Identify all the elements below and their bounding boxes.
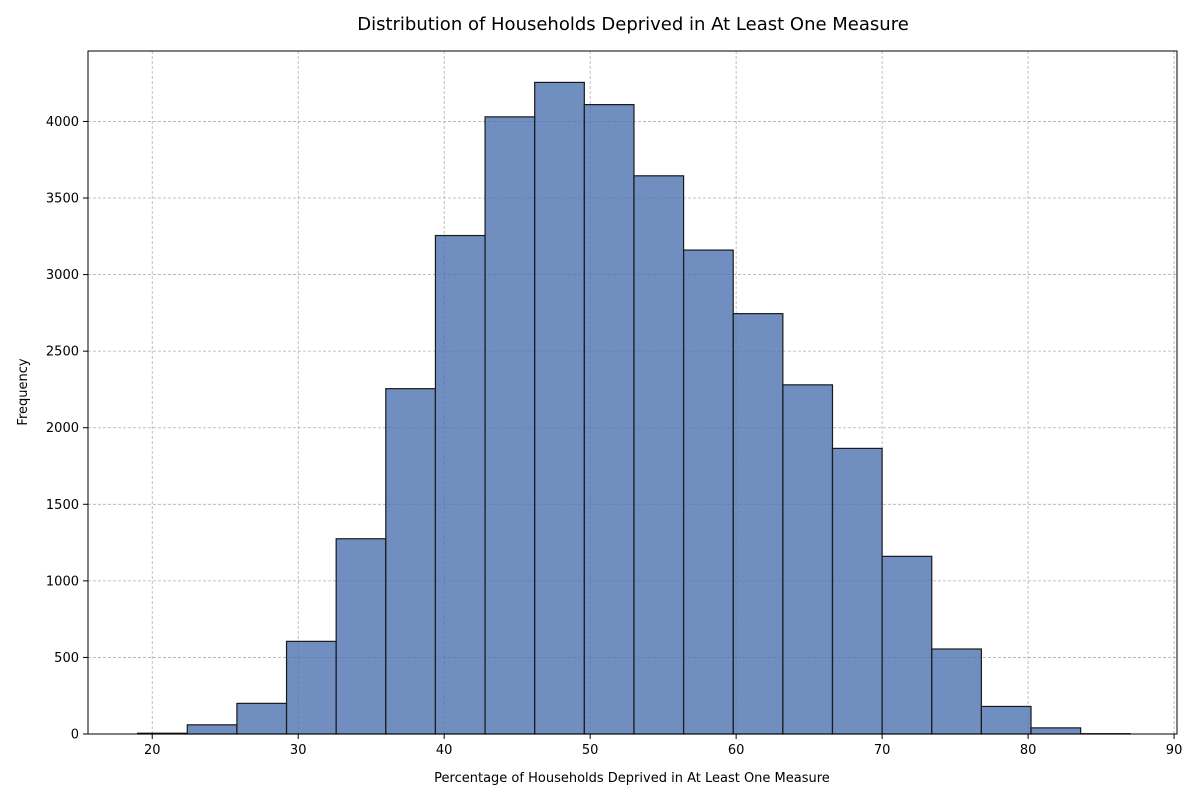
x-tick-label: 40	[436, 743, 453, 758]
histogram-bar-8	[484, 116, 536, 735]
bars	[137, 81, 1131, 735]
x-tick-label: 60	[728, 743, 745, 758]
x-axis-label: Percentage of Households Deprived in At …	[434, 771, 830, 786]
histogram-bar-12	[682, 249, 734, 735]
y-tick-label: 4000	[46, 115, 79, 130]
y-tick-label: 500	[54, 651, 79, 666]
histogram-bar-10	[583, 103, 635, 735]
y-tick-label: 0	[71, 728, 79, 743]
histogram-bar-16	[881, 555, 933, 735]
plot-frame	[87, 50, 1178, 735]
chart-title: Distribution of Households Deprived in A…	[357, 14, 909, 35]
y-tick-label: 1000	[46, 574, 79, 589]
axis-ticks: 20 30 40 50 60 70 80 90 0 500 1000 1500 2000 2500 3000…	[46, 115, 1182, 758]
histogram-bar-4	[285, 640, 337, 735]
x-tick-label: 30	[290, 743, 307, 758]
x-tick-label: 80	[1020, 743, 1037, 758]
histogram-bar-19	[1030, 727, 1082, 735]
histogram-bar-13	[732, 313, 784, 735]
histogram-bar-15	[831, 447, 883, 735]
x-tick-label: 90	[1166, 743, 1183, 758]
x-tick-label: 50	[582, 743, 599, 758]
y-axis-label: Frequency	[16, 358, 31, 425]
histogram-bar-14	[782, 384, 834, 735]
x-tick-label: 70	[874, 743, 891, 758]
histogram-bar-2	[186, 724, 238, 735]
x-tick-label: 20	[144, 743, 161, 758]
y-tick-label: 3000	[46, 268, 79, 283]
histogram-bar-6	[385, 388, 437, 735]
y-tick-label: 3500	[46, 192, 79, 207]
histogram-bar-17	[931, 648, 982, 735]
histogram-bar-3	[236, 702, 288, 735]
histogram-bar-9	[534, 81, 585, 735]
y-tick-label: 1500	[46, 498, 79, 513]
y-tick-label: 2500	[46, 345, 79, 360]
histogram-bar-18	[980, 705, 1032, 735]
histogram-bar-11	[633, 175, 685, 735]
y-tick-label: 2000	[46, 421, 79, 436]
histogram-bar-7	[434, 234, 486, 735]
histogram-bar-5	[335, 538, 387, 735]
